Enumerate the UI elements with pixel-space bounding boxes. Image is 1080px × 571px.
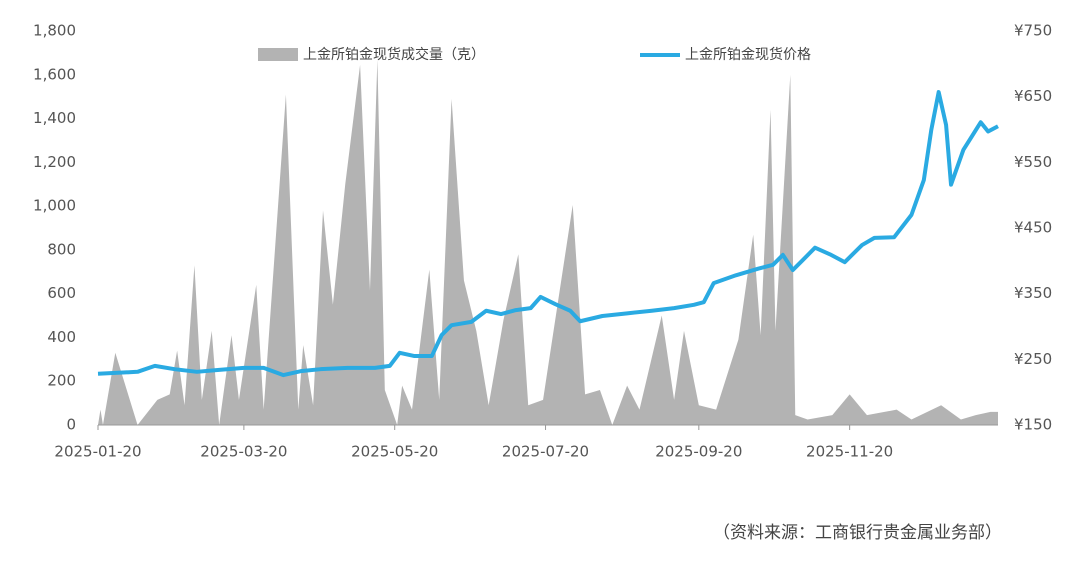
x-tick-label: 2025-05-20 [351,443,438,461]
x-tick-label: 2025-07-20 [502,443,589,461]
legend-swatch [258,48,298,61]
y-tick-label: 800 [47,240,76,258]
y2-tick-label: ¥550 [1014,153,1052,171]
y-tick-label: 1,600 [33,65,76,83]
y2-tick-label: ¥350 [1014,284,1052,302]
y-tick-label: 0 [66,416,76,434]
y-tick-label: 1,400 [33,109,76,127]
legend-label: 上金所铂金现货价格 [685,46,811,63]
source-note: （资料来源：工商银行贵金属业务部） [713,523,1002,543]
y2-tick-label: ¥250 [1014,350,1052,368]
y-tick-label: 600 [47,284,76,302]
y2-tick-label: ¥650 [1014,87,1052,105]
y-tick-label: 200 [47,372,76,390]
x-tick-label: 2025-01-20 [54,443,141,461]
y2-tick-label: ¥450 [1014,219,1052,237]
x-tick-label: 2025-09-20 [655,443,742,461]
price-line [97,90,999,378]
y-tick-label: 1,000 [33,197,76,215]
y2-tick-label: ¥150 [1014,416,1052,434]
y-tick-label: 1,800 [33,22,76,40]
legend-label: 上金所铂金现货成交量（克） [303,46,485,63]
volume-area [98,59,998,425]
y-tick-label: 1,200 [33,153,76,171]
y-tick-label: 400 [47,328,76,346]
x-tick-label: 2025-03-20 [200,443,287,461]
x-tick-label: 2025-11-20 [806,443,893,461]
y2-tick-label: ¥750 [1014,22,1052,40]
